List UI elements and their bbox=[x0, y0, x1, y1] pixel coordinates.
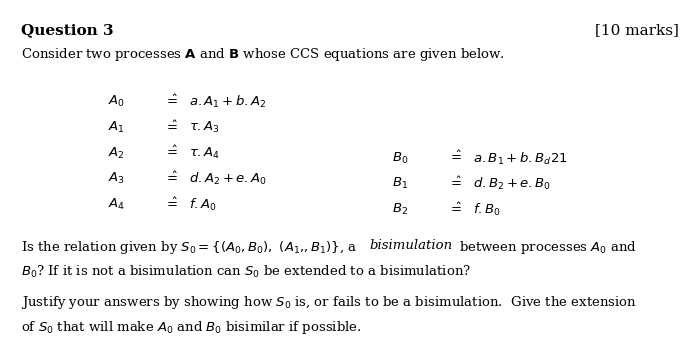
Text: $a.B_1 + b.B_d21$: $a.B_1 + b.B_d21$ bbox=[473, 150, 567, 166]
Text: $A_1$: $A_1$ bbox=[108, 120, 125, 135]
Text: between processes $A_0$ and: between processes $A_0$ and bbox=[459, 239, 637, 256]
Text: $B_1$: $B_1$ bbox=[392, 176, 408, 192]
Text: $a.A_1 + b.A_2$: $a.A_1 + b.A_2$ bbox=[189, 94, 267, 110]
Text: $B_2$: $B_2$ bbox=[392, 202, 408, 217]
Text: of $S_0$ that will make $A_0$ and $B_0$ bisimilar if possible.: of $S_0$ that will make $A_0$ and $B_0$ … bbox=[21, 319, 362, 336]
Text: $B_0$? If it is not a bisimulation can $S_0$ be extended to a bisimulation?: $B_0$? If it is not a bisimulation can $… bbox=[21, 264, 471, 280]
Text: $A_2$: $A_2$ bbox=[108, 145, 125, 161]
Text: Is the relation given by $S_0 = \{(A_0, B_0),\ (A_1{,}, B_1)\}$, a: Is the relation given by $S_0 = \{(A_0, … bbox=[21, 239, 358, 256]
Text: $\hat{=}$: $\hat{=}$ bbox=[448, 176, 462, 189]
Text: $A_3$: $A_3$ bbox=[108, 171, 125, 187]
Text: $\hat{=}$: $\hat{=}$ bbox=[164, 197, 178, 210]
Text: $\hat{=}$: $\hat{=}$ bbox=[164, 94, 178, 107]
Text: $\hat{=}$: $\hat{=}$ bbox=[448, 202, 462, 215]
Text: Consider two processes $\mathbf{A}$ and $\mathbf{B}$ whose CCS equations are giv: Consider two processes $\mathbf{A}$ and … bbox=[21, 46, 505, 63]
Text: $\tau.A_4$: $\tau.A_4$ bbox=[189, 145, 220, 161]
Text: $\tau.A_3$: $\tau.A_3$ bbox=[189, 120, 220, 135]
Text: Justify your answers by showing how $S_0$ is, or fails to be a bisimulation.  Gi: Justify your answers by showing how $S_0… bbox=[21, 294, 637, 311]
Text: $d.A_2 + e.A_0$: $d.A_2 + e.A_0$ bbox=[189, 171, 267, 187]
Text: [10 marks]: [10 marks] bbox=[595, 23, 679, 37]
Text: bisimulation: bisimulation bbox=[370, 239, 453, 252]
Text: $\hat{=}$: $\hat{=}$ bbox=[164, 120, 178, 133]
Text: $d.B_2 + e.B_0$: $d.B_2 + e.B_0$ bbox=[473, 176, 551, 192]
Text: $\hat{=}$: $\hat{=}$ bbox=[164, 145, 178, 159]
Text: $\hat{=}$: $\hat{=}$ bbox=[448, 150, 462, 164]
Text: Question 3: Question 3 bbox=[21, 23, 113, 37]
Text: $A_4$: $A_4$ bbox=[108, 197, 125, 212]
Text: $f.B_0$: $f.B_0$ bbox=[473, 202, 500, 218]
Text: $\hat{=}$: $\hat{=}$ bbox=[164, 171, 178, 184]
Text: $B_0$: $B_0$ bbox=[392, 150, 408, 166]
Text: $A_0$: $A_0$ bbox=[108, 94, 125, 109]
Text: $f.A_0$: $f.A_0$ bbox=[189, 197, 217, 213]
